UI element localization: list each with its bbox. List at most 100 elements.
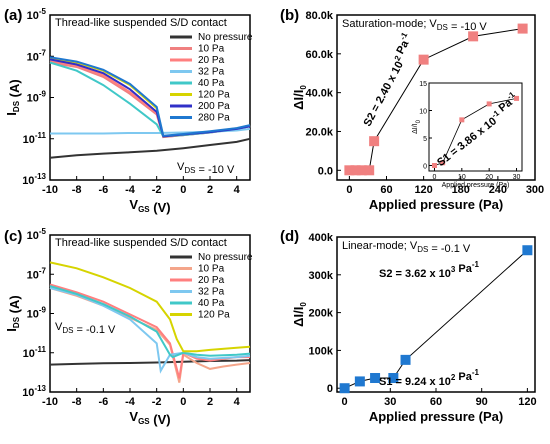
x-tick-label: -2 (152, 396, 162, 408)
legend-label: No pressure (198, 32, 253, 43)
x-tick-label: -10 (42, 396, 58, 408)
x-tick-label: 240 (489, 184, 507, 196)
panel-3: (c) -10 -8 -6 -4 -2 0 2 4 10-13 10-11 10-9 10-7 10-5 V… (4, 227, 253, 427)
series-line (49, 359, 251, 366)
legend-label: 10 Pa (198, 44, 225, 55)
x-tick-label: -4 (125, 396, 136, 408)
x-axis-title: Applied pressure (Pa) (369, 409, 503, 424)
y-tick-label: 10-13 (22, 172, 46, 187)
x-axis-title: Applied pressure (Pa) (369, 197, 503, 212)
data-point (350, 165, 361, 176)
legend-label: 200 Pa (198, 101, 230, 112)
x-tick-label: 2 (207, 184, 213, 196)
y-axis-title: ΔI/I0 (291, 85, 308, 110)
legend-label: 32 Pa (198, 67, 225, 78)
inset-data-point (486, 101, 492, 107)
x-tick-label: 60 (430, 396, 442, 408)
x-tick-label: 0 (180, 396, 186, 408)
y-tick-label: 40.0k (305, 88, 333, 100)
x-tick-label: -2 (152, 184, 162, 196)
inset-x-tick-label: 30 (513, 174, 521, 181)
y-tick-label: 10-11 (23, 345, 47, 360)
legend-label: 20 Pa (198, 275, 225, 286)
data-point (344, 165, 355, 176)
slope-label: S2 = 2.40 x 102 Pa-1 (355, 30, 420, 128)
annotation-text: Saturation-mode; VDS = -10 V (342, 18, 487, 33)
x-tick-label: 120 (414, 184, 432, 196)
y-tick-label: 10-9 (27, 306, 47, 321)
y-tick-label: 80.0k (305, 10, 333, 22)
data-point (418, 54, 429, 65)
inset-frame (428, 82, 523, 172)
data-point (388, 373, 399, 384)
panel-label: (a) (4, 7, 22, 24)
inset-data-point (440, 160, 446, 166)
panel-4: (d) 0 30 60 90 120 0 100k 200k 300k 400k Applied pr… (280, 228, 537, 424)
x-axis-title: VGS (V) (129, 409, 170, 427)
data-point (369, 136, 380, 147)
series-line (49, 56, 251, 137)
series-line (49, 287, 251, 374)
x-tick-label: 90 (476, 396, 488, 408)
annotation-text: Linear-mode; VDS = -0.1 V (342, 240, 471, 255)
x-tick-label: -6 (98, 184, 108, 196)
x-tick-label: -4 (125, 184, 136, 196)
inset-x-tick-label: 0 (433, 174, 437, 181)
inset-data-point (514, 95, 520, 101)
x-tick-label: 4 (234, 396, 241, 408)
condition-text: VDS = -0.1 V (55, 321, 116, 336)
x-tick-label: 60 (380, 184, 392, 196)
annotation-text: Thread-like suspended S/D contact (55, 17, 227, 29)
y-tick-label: 10-5 (27, 227, 47, 242)
plot-frame (336, 236, 536, 393)
legend-label: 280 Pa (198, 113, 230, 124)
legend-label: 32 Pa (198, 287, 225, 298)
annotation-text: Thread-like suspended S/D contact (55, 237, 227, 249)
x-tick-label: -10 (42, 184, 58, 196)
inset-data-point (459, 117, 465, 123)
legend-label: 40 Pa (198, 78, 225, 89)
y-tick-label: 0 (327, 383, 333, 395)
data-point (339, 383, 350, 394)
x-tick-label: 30 (384, 396, 396, 408)
legend-label: 40 Pa (198, 298, 225, 309)
y-tick-label: 10-13 (22, 384, 46, 399)
y-tick-label: 100k (309, 345, 334, 357)
slope-label: S1 = 9.24 x 102 Pa-1 (379, 368, 480, 388)
y-tick-label: 10-11 (23, 131, 47, 146)
inset-y-tick-label: 10 (419, 109, 427, 116)
x-tick-label: 2 (207, 396, 213, 408)
panel-label: (c) (4, 228, 22, 245)
inset-y-axis-title: ΔI/I0 (412, 119, 422, 134)
data-point (370, 373, 381, 384)
inset-y-tick-label: 15 (419, 81, 427, 88)
inset-y-tick-label: 5 (423, 136, 427, 143)
inset-data-point (431, 163, 437, 168)
data-point (522, 245, 533, 256)
legend-label: 20 Pa (198, 55, 225, 66)
y-axis-title: ΔI/I0 (291, 302, 308, 327)
y-tick-label: 20.0k (305, 126, 333, 138)
x-tick-label: -8 (72, 396, 82, 408)
y-tick-label: 10-5 (27, 7, 47, 22)
x-tick-label: 0 (346, 184, 352, 196)
series-line (49, 285, 251, 359)
x-axis-title: VGS (V) (129, 197, 170, 215)
panel-1: (a) -10 -8 -6 -4 -2 0 2 4 10-13 10-11 10-9 10-7 10-5 V… (4, 7, 253, 215)
data-point (356, 165, 367, 176)
legend-label: 10 Pa (198, 264, 225, 275)
legend-label: 120 Pa (198, 90, 230, 101)
plot-frame (336, 14, 536, 181)
data-point (400, 354, 411, 365)
data-point (468, 31, 479, 42)
y-axis-title: IDS (A) (4, 79, 22, 115)
y-tick-label: 60.0k (305, 49, 333, 61)
data-point (364, 165, 375, 176)
inset-x-tick-label: 10 (458, 174, 466, 181)
y-tick-label: 200k (309, 308, 334, 320)
panel-label: (d) (280, 228, 299, 245)
y-tick-label: 10-7 (27, 48, 47, 63)
x-tick-label: -8 (72, 184, 82, 196)
